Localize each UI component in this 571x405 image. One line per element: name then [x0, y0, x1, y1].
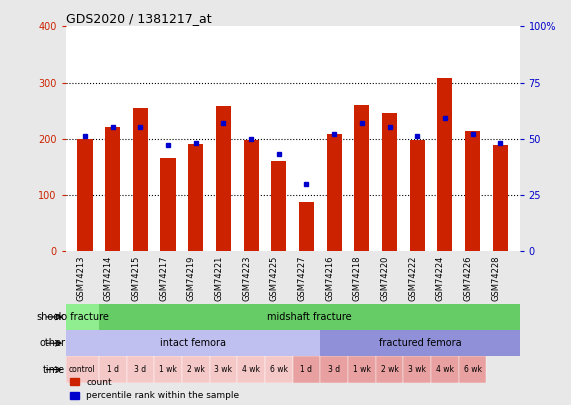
Bar [154, 356, 182, 383]
Text: GSM74224: GSM74224 [436, 255, 445, 301]
Bar [327, 134, 342, 251]
Bar [216, 106, 231, 251]
Text: 2 wk: 2 wk [187, 365, 204, 374]
Bar [403, 356, 431, 383]
Text: 1 d: 1 d [300, 365, 312, 374]
Text: 4 wk: 4 wk [242, 365, 260, 374]
Text: no fracture: no fracture [55, 312, 109, 322]
Text: time: time [43, 364, 65, 375]
Text: GSM74214: GSM74214 [104, 255, 112, 301]
Text: other: other [39, 338, 65, 348]
Text: 3 wk: 3 wk [215, 365, 232, 374]
Bar [127, 356, 154, 383]
Text: GSM74223: GSM74223 [242, 255, 251, 301]
Bar [66, 356, 99, 383]
Text: GSM74220: GSM74220 [380, 255, 389, 301]
Text: GSM74222: GSM74222 [408, 255, 417, 301]
Text: GSM74217: GSM74217 [159, 255, 168, 301]
Bar [66, 304, 99, 330]
Text: 3 wk: 3 wk [408, 365, 426, 374]
Text: 1 wk: 1 wk [353, 365, 371, 374]
Text: 3 d: 3 d [328, 365, 340, 374]
Bar [409, 141, 425, 251]
Bar [465, 131, 480, 251]
Text: GSM74219: GSM74219 [187, 255, 196, 301]
Bar [354, 105, 369, 251]
Text: 3 d: 3 d [134, 365, 147, 374]
Bar [160, 158, 176, 251]
Text: GSM74225: GSM74225 [270, 255, 279, 301]
Text: GDS2020 / 1381217_at: GDS2020 / 1381217_at [66, 12, 211, 25]
Bar [376, 356, 403, 383]
Text: 1 d: 1 d [107, 365, 119, 374]
Text: 6 wk: 6 wk [464, 365, 481, 374]
Bar [320, 356, 348, 383]
Bar [243, 141, 259, 251]
Bar [265, 356, 293, 383]
Text: GSM74215: GSM74215 [131, 255, 140, 301]
Text: fractured femora: fractured femora [379, 338, 461, 348]
Text: 2 wk: 2 wk [381, 365, 399, 374]
Text: 1 wk: 1 wk [159, 365, 177, 374]
Text: GSM74227: GSM74227 [297, 255, 307, 301]
Bar [188, 144, 203, 251]
Text: intact femora: intact femora [160, 338, 226, 348]
Text: GSM74228: GSM74228 [491, 255, 500, 301]
Text: GSM74221: GSM74221 [215, 255, 223, 301]
Bar [437, 78, 452, 251]
Text: 6 wk: 6 wk [270, 365, 288, 374]
Text: GSM74218: GSM74218 [353, 255, 362, 301]
Bar [133, 108, 148, 251]
Bar [66, 330, 320, 356]
Bar [182, 356, 210, 383]
Legend: count, percentile rank within the sample: count, percentile rank within the sample [70, 378, 240, 401]
Bar [210, 356, 238, 383]
Text: GSM74213: GSM74213 [76, 255, 85, 301]
Text: midshaft fracture: midshaft fracture [267, 312, 352, 322]
Bar [99, 356, 127, 383]
Text: shock: shock [37, 312, 65, 322]
Bar [320, 330, 520, 356]
Bar [459, 356, 486, 383]
Text: GSM74216: GSM74216 [325, 255, 334, 301]
Bar [348, 356, 376, 383]
Bar [271, 161, 287, 251]
Bar [105, 128, 120, 251]
Bar [493, 145, 508, 251]
Bar [238, 356, 265, 383]
Text: 4 wk: 4 wk [436, 365, 454, 374]
Bar [78, 139, 93, 251]
Bar [299, 202, 314, 251]
Bar [431, 356, 459, 383]
Bar [382, 113, 397, 251]
Bar [293, 356, 320, 383]
Text: GSM74226: GSM74226 [464, 255, 473, 301]
Text: control: control [69, 365, 96, 374]
